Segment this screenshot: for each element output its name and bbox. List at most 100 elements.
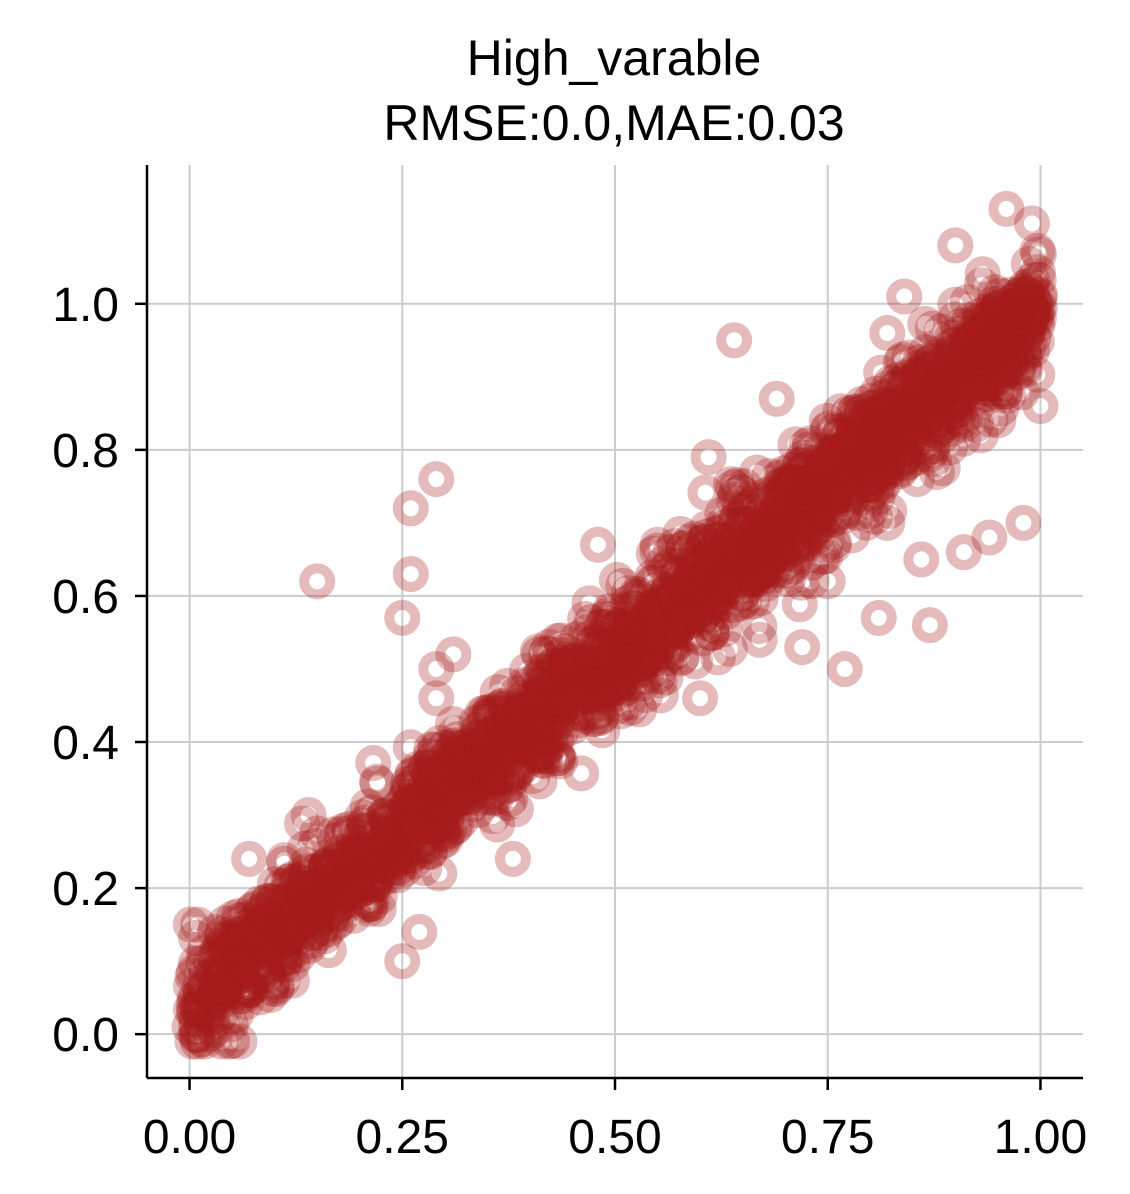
data-point (918, 453, 955, 490)
data-point (970, 365, 1007, 402)
data-point (216, 947, 253, 984)
chart-title: High_varable (467, 30, 762, 86)
data-point (782, 491, 819, 528)
data-point (744, 547, 781, 584)
data-point (454, 752, 491, 789)
data-point (601, 623, 638, 660)
data-point (336, 847, 373, 884)
data-point (752, 521, 789, 558)
data-point (770, 524, 807, 561)
data-point (478, 761, 515, 798)
data-point (367, 797, 404, 834)
data-point (693, 596, 730, 633)
data-point (717, 550, 754, 587)
data-point (598, 561, 635, 598)
data-point (1001, 309, 1038, 346)
data-point (631, 593, 668, 630)
data-point (524, 722, 561, 759)
data-point (796, 498, 833, 535)
data-point (731, 481, 768, 518)
data-point (583, 653, 620, 690)
data-point (556, 682, 593, 719)
data-point (711, 570, 748, 607)
data-point (730, 567, 767, 604)
data-point (457, 767, 494, 804)
data-point (346, 804, 383, 841)
data-point (813, 434, 850, 471)
data-point (741, 621, 778, 658)
data-point (762, 508, 799, 545)
data-point (794, 472, 831, 509)
data-point (950, 357, 987, 394)
data-point (852, 382, 889, 419)
data-point (792, 502, 829, 539)
data-point (244, 930, 281, 967)
data-point (818, 476, 855, 513)
data-point (555, 690, 592, 727)
data-point (751, 480, 788, 517)
data-point (298, 894, 335, 931)
data-point (758, 525, 795, 562)
data-point (283, 902, 320, 939)
data-point (852, 426, 889, 463)
data-point (418, 650, 455, 687)
data-point (519, 633, 556, 670)
data-point (585, 672, 622, 709)
data-point (912, 436, 949, 473)
data-point (918, 412, 955, 449)
data-point (870, 419, 907, 456)
data-point (870, 370, 907, 407)
data-point (265, 941, 302, 978)
data-point (712, 554, 749, 591)
data-point (292, 864, 329, 901)
data-point (922, 409, 959, 446)
data-point (347, 835, 384, 872)
data-point (286, 904, 323, 941)
data-point (310, 932, 347, 969)
data-point (529, 679, 566, 716)
data-point (912, 367, 949, 404)
data-point (748, 565, 785, 602)
data-point (752, 515, 789, 552)
data-point (261, 934, 298, 971)
data-point (486, 729, 523, 766)
data-point (769, 517, 806, 554)
data-point (958, 336, 995, 373)
data-point (479, 758, 516, 795)
data-point (856, 498, 893, 535)
data-point (177, 945, 214, 982)
data-point (497, 713, 534, 750)
data-point (220, 929, 257, 966)
data-point (442, 729, 479, 766)
data-point (348, 887, 385, 924)
data-point (973, 362, 1010, 399)
data-point (515, 728, 552, 765)
data-point (279, 904, 316, 941)
data-point (582, 666, 619, 703)
data-point (673, 558, 710, 595)
data-point (841, 403, 878, 440)
data-point (992, 276, 1029, 313)
data-point (819, 477, 856, 514)
data-point (824, 448, 861, 485)
data-point (296, 887, 333, 924)
data-point (547, 645, 584, 682)
data-point (183, 973, 220, 1010)
data-point (956, 354, 993, 391)
data-point (300, 892, 337, 929)
data-point (835, 406, 872, 443)
data-point (900, 371, 937, 408)
data-point (969, 307, 1006, 344)
data-point (833, 456, 870, 493)
data-point (427, 821, 464, 858)
data-point (886, 417, 923, 454)
y-tick-label: 0.6 (52, 571, 119, 624)
data-point (477, 713, 514, 750)
data-point (788, 476, 825, 513)
data-point (1019, 232, 1056, 269)
data-point (761, 459, 798, 496)
data-point (333, 834, 370, 871)
data-point (751, 457, 788, 494)
data-point (610, 610, 647, 647)
data-point (753, 514, 790, 551)
